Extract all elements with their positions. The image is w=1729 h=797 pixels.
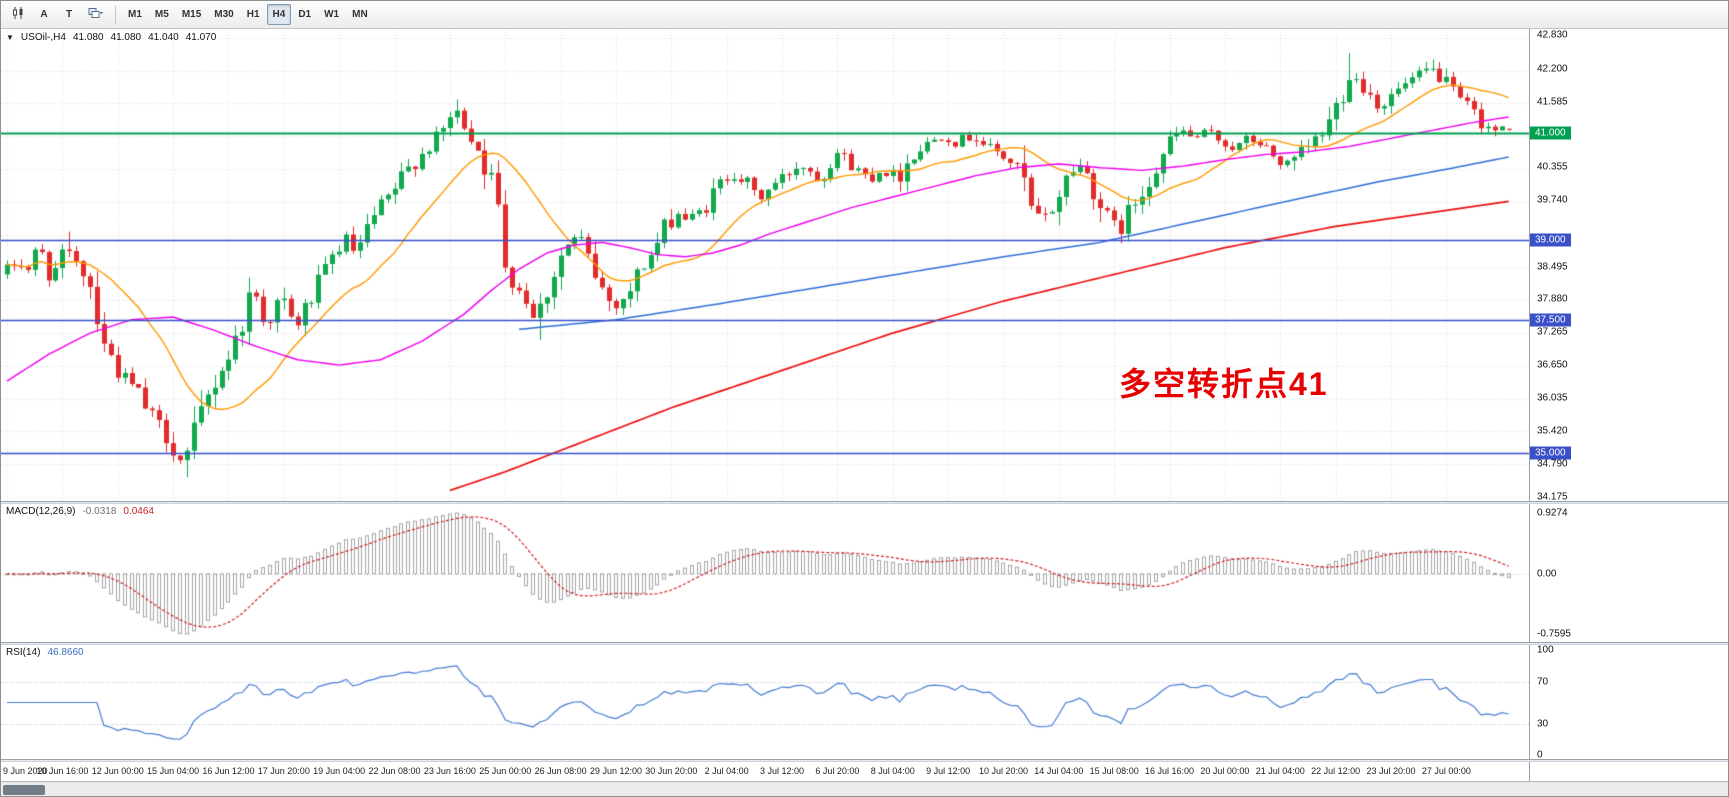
price-tick-label: 36.035	[1537, 392, 1568, 404]
time-tick-label: 15 Jun 04:00	[147, 766, 200, 776]
panel-divider-main-macd[interactable]	[1, 501, 1728, 504]
time-tick-label: 14 Jul 04:00	[1034, 766, 1084, 776]
time-tick-label: 26 Jun 08:00	[534, 766, 587, 776]
timeframe-button-d1[interactable]: D1	[292, 4, 317, 25]
time-tick-label: 9 Jul 12:00	[926, 766, 971, 776]
candlestick-chart-icon	[11, 6, 25, 23]
level-price-box: 41.000	[1530, 126, 1571, 140]
symbol-dropdown-icon[interactable]: ▼	[6, 33, 14, 42]
rsi-panel-header: RSI(14) 46.8660	[6, 647, 84, 658]
price-tick-label: 34.790	[1537, 458, 1568, 470]
chart-canvas[interactable]	[1, 29, 1529, 781]
chart-style-button[interactable]	[5, 4, 31, 25]
price-scale[interactable]: 42.830 42.200 41.585 40.355 39.740 38.495 37.8…	[1529, 29, 1728, 781]
time-tick-label: 3 Jul 12:00	[760, 766, 805, 776]
timeframe-button-m30[interactable]: M30	[208, 4, 239, 25]
symbol-timeframe-label: USOil-,H4	[20, 32, 66, 43]
main-panel-header: ▼ USOil-,H4 41.080 41.080 41.040 41.070	[6, 32, 216, 43]
horizontal-scrollbar[interactable]	[1, 781, 1728, 796]
time-tick-label: 21 Jul 04:00	[1255, 766, 1305, 776]
price-tick-label: 35.420	[1537, 425, 1568, 437]
timeframe-group: M1 M5 M15 M30 H1 H4 D1 W1 MN	[122, 4, 374, 25]
chart-annotation-text[interactable]: 多空转折点41	[1119, 366, 1329, 402]
timeframe-button-w1[interactable]: W1	[318, 4, 345, 25]
text-t-button[interactable]: T	[57, 4, 81, 25]
price-tick-label: 40.355	[1537, 161, 1568, 173]
panel-divider-macd-rsi[interactable]	[1, 642, 1728, 645]
time-tick-label: 15 Jul 08:00	[1089, 766, 1139, 776]
time-tick-label: 10 Jul 20:00	[978, 766, 1028, 776]
time-tick-label: 9 Jun 2020	[3, 766, 48, 776]
price-tick-label: 37.880	[1537, 293, 1568, 305]
chart-area: ▼ USOil-,H4 41.080 41.080 41.040 41.070 …	[1, 29, 1529, 781]
price-tick-label: 34.175	[1537, 491, 1568, 503]
time-tick-label: 16 Jun 12:00	[202, 766, 255, 776]
price-tick-label: 42.830	[1537, 29, 1568, 41]
time-tick-label: 6 Jul 20:00	[815, 766, 860, 776]
price-tick-label: 41.585	[1537, 96, 1568, 108]
level-price-box: 37.500	[1530, 313, 1571, 327]
macd-scale-zero: 0.00	[1537, 568, 1557, 580]
timeframe-button-m15[interactable]: M15	[176, 4, 207, 25]
time-tick-label: 25 Jun 00:00	[479, 766, 532, 776]
price-tick-label: 36.650	[1537, 359, 1568, 371]
time-tick-label: 23 Jul 20:00	[1366, 766, 1416, 776]
level-price-box: 39.000	[1530, 233, 1571, 247]
ohlc-high: 41.080	[110, 32, 142, 43]
text-a-button[interactable]: A	[32, 4, 56, 25]
price-tick-label: 42.200	[1537, 63, 1568, 75]
time-tick-label: 27 Jul 00:00	[1421, 766, 1471, 776]
time-tick-label: 16 Jul 16:00	[1145, 766, 1195, 776]
toolbar: A T M1 M5 M15 M30 H1 H4 D1 W1 MN	[1, 1, 1728, 29]
rsi-indicator-label: RSI(14)	[6, 647, 41, 658]
scrollbar-thumb[interactable]	[3, 785, 45, 795]
rsi-scale-label: 30	[1537, 718, 1549, 729]
layers-icon	[88, 7, 103, 23]
ohlc-open: 41.080	[72, 32, 104, 43]
macd-signal-value: 0.0464	[123, 506, 154, 517]
ohlc-low: 41.040	[148, 32, 179, 43]
macd-indicator-label: MACD(12,26,9)	[6, 506, 76, 517]
macd-panel-header: MACD(12,26,9) -0.0318 0.0464	[6, 506, 154, 517]
time-tick-label: 22 Jun 08:00	[368, 766, 421, 776]
time-axis[interactable]: 9 Jun 2020 10 Jun 16:00 12 Jun 00:00 15 Jun…	[1, 761, 1529, 781]
level-price-box: 35.000	[1530, 446, 1571, 460]
time-tick-label: 22 Jul 12:00	[1311, 766, 1361, 776]
panel-divider-rsi-axis[interactable]	[1, 759, 1728, 762]
time-tick-label: 30 Jun 20:00	[645, 766, 698, 776]
time-tick-label: 17 Jun 20:00	[257, 766, 310, 776]
ohlc-close: 41.070	[185, 32, 217, 43]
rsi-scale-label: 0	[1537, 749, 1543, 761]
time-tick-label: 8 Jul 04:00	[870, 766, 915, 776]
timeframe-button-mn[interactable]: MN	[346, 4, 374, 25]
timeframe-button-h4[interactable]: H4	[266, 4, 292, 25]
time-tick-label: 23 Jun 16:00	[423, 766, 476, 776]
timeframe-button-m1[interactable]: M1	[122, 4, 148, 25]
macd-main-value: -0.0318	[82, 506, 117, 517]
macd-scale-min: -0.7595	[1537, 628, 1571, 640]
timeframe-button-m5[interactable]: M5	[149, 4, 175, 25]
time-tick-label: 12 Jun 00:00	[91, 766, 144, 776]
price-tick-label: 37.265	[1537, 326, 1568, 338]
price-tick-label: 39.740	[1537, 194, 1568, 206]
time-tick-label: 2 Jul 04:00	[704, 766, 749, 776]
objects-dropdown-button[interactable]	[82, 4, 109, 25]
macd-scale-max: 0.9274	[1537, 507, 1568, 519]
price-tick-label: 38.495	[1537, 261, 1568, 273]
time-tick-label: 10 Jun 16:00	[36, 766, 89, 776]
toolbar-separator	[115, 5, 116, 24]
rsi-scale-label: 70	[1537, 676, 1549, 687]
timeframe-button-h1[interactable]: H1	[241, 4, 266, 25]
time-tick-label: 19 Jun 04:00	[313, 766, 366, 776]
time-tick-label: 20 Jul 00:00	[1200, 766, 1250, 776]
rsi-value: 46.8660	[47, 647, 84, 658]
time-tick-label: 29 Jun 12:00	[589, 766, 642, 776]
rsi-scale-label: 100	[1537, 644, 1554, 656]
